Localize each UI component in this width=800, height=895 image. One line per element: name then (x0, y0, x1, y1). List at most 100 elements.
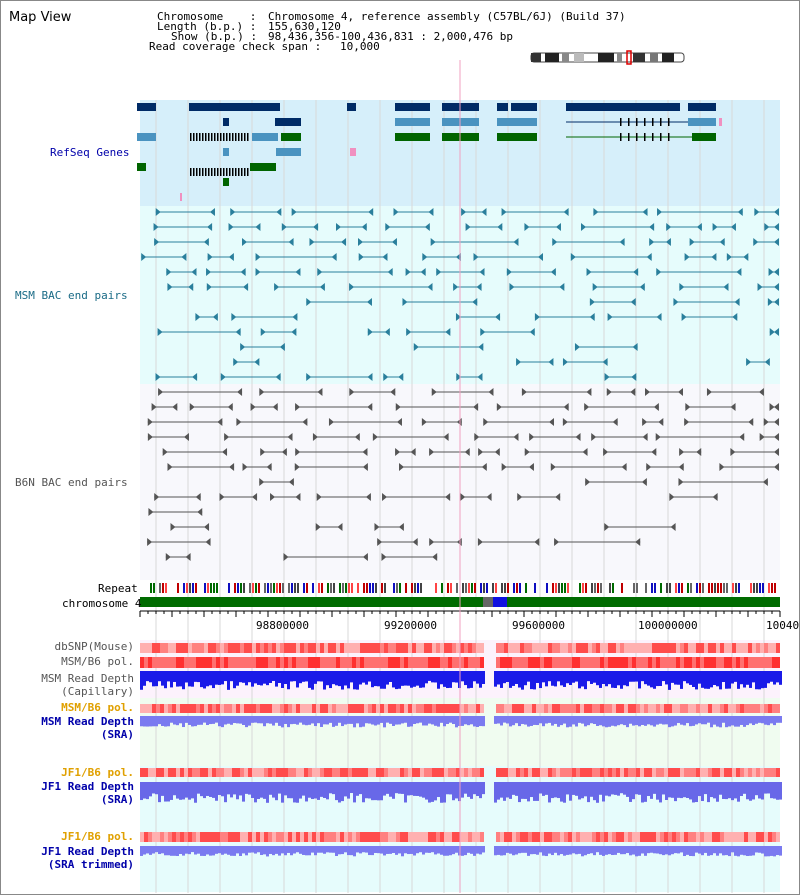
b6n-bac-pair-end (185, 553, 191, 561)
heat-cell (664, 832, 668, 842)
depth-bar (641, 782, 644, 803)
heat-cell (740, 768, 744, 777)
depth-bar (278, 782, 281, 794)
chromosome-ideogram[interactable] (530, 50, 685, 65)
heat-cell (680, 832, 684, 842)
gene-exon (137, 133, 156, 141)
heat-cell (700, 832, 704, 842)
depth-bar (188, 671, 191, 687)
heat-cell (644, 768, 648, 777)
heat-cell (636, 832, 640, 842)
depth-bar (719, 716, 722, 728)
depth-bar (623, 716, 626, 726)
heat-cell (336, 768, 340, 777)
heat-cell (440, 643, 444, 653)
depth-bar (674, 846, 677, 854)
depth-bar (329, 846, 332, 853)
repeat-element (666, 583, 668, 593)
heat-cell (756, 704, 760, 713)
heat-cell (628, 657, 632, 668)
heat-cell (680, 643, 684, 653)
depth-bar (173, 716, 176, 725)
depth-bar (227, 671, 230, 690)
heat-cell (268, 657, 272, 668)
heat-cell (744, 704, 748, 713)
depth-bar (170, 671, 173, 688)
b6n-bac-pair-end (456, 418, 462, 426)
heat-cell (380, 643, 384, 653)
heat-cell (272, 643, 276, 653)
depth-bar (497, 846, 500, 855)
depth-bar (476, 846, 479, 854)
heat-cell (672, 704, 676, 713)
depth-bar (572, 671, 575, 683)
heat-cell (752, 704, 756, 713)
b6n-bac-pair-end (412, 538, 418, 546)
depth-bar (449, 782, 452, 795)
depth-bar (527, 782, 530, 802)
depth-bar (746, 671, 749, 685)
depth-bar (569, 671, 572, 685)
heat-cell (768, 832, 772, 842)
heat-cell (340, 768, 344, 777)
repeat-element (471, 583, 473, 593)
depth-bar (320, 846, 323, 853)
b6n-bac-pair-end (312, 433, 318, 441)
heat-cell (180, 643, 184, 653)
depth-bar (704, 716, 707, 725)
msm-bac-pair-end (712, 223, 718, 231)
depth-bar (680, 671, 683, 689)
depth-bar (728, 782, 731, 799)
depth-bar (404, 782, 407, 803)
heat-cell (668, 657, 672, 668)
depth-bar (620, 716, 623, 725)
heat-cell (320, 643, 324, 653)
heat-cell (468, 704, 472, 713)
depth-bar (464, 671, 467, 686)
heat-cell (656, 704, 660, 713)
heat-cell (348, 832, 352, 842)
depth-bar (521, 846, 524, 853)
depth-bar (665, 716, 668, 725)
gene-exon (189, 103, 280, 111)
depth-bar (377, 782, 380, 801)
depth-bar (155, 782, 158, 795)
msm-bac-pair-end (656, 313, 662, 321)
repeat-track[interactable] (150, 583, 776, 593)
depth-bar (773, 846, 776, 857)
b6n-bac-pair-end (295, 493, 301, 501)
depth-bar (182, 716, 185, 728)
gene-exon-mark (205, 168, 207, 176)
depth-bar (734, 671, 737, 682)
lower-tracks[interactable] (140, 643, 782, 857)
repeat-element (399, 583, 401, 593)
b6n-bac-pairs[interactable] (147, 388, 779, 561)
msm-bac-pairs[interactable] (141, 208, 779, 381)
refseq-gene-track[interactable] (137, 103, 722, 201)
repeat-element (420, 583, 422, 593)
heat-cell (624, 832, 628, 842)
depth-bar (737, 846, 740, 857)
depth-bar (263, 716, 266, 727)
heat-cell (272, 704, 276, 713)
depth-bar (425, 716, 428, 726)
depth-bar (755, 716, 758, 724)
depth-bar (455, 782, 458, 799)
depth-bar (203, 846, 206, 856)
depth-bar (149, 716, 152, 727)
heat-cell (464, 768, 468, 777)
heat-cell (364, 832, 368, 842)
depth-bar (731, 846, 734, 853)
depth-bar (431, 716, 434, 725)
depth-bar (590, 716, 593, 724)
heat-cell (700, 768, 704, 777)
b6n-bac-pair-end (712, 493, 718, 501)
heat-cell (664, 643, 668, 653)
heat-cell (588, 704, 592, 713)
heat-cell (176, 643, 180, 653)
heat-cell (212, 768, 216, 777)
depth-bar (593, 671, 596, 683)
depth-bar (635, 671, 638, 682)
heat-cell (724, 704, 728, 713)
b6n-bac-pair-end (328, 418, 334, 426)
